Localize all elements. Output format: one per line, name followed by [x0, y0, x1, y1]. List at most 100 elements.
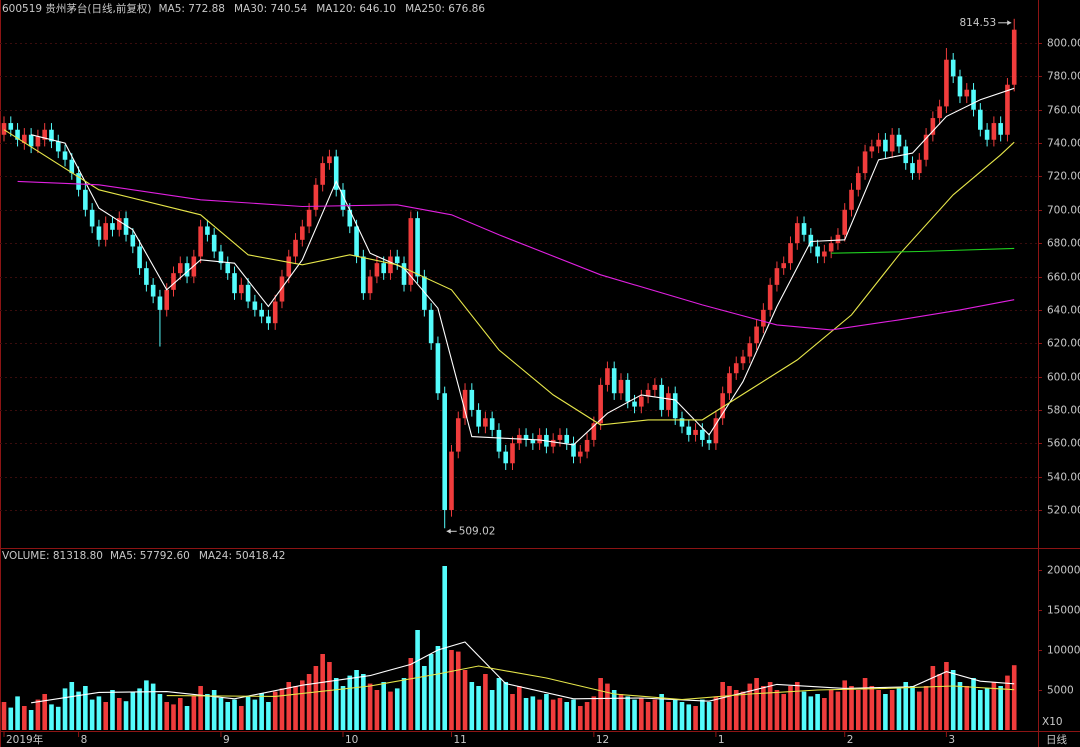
volume-bar [239, 706, 244, 730]
volume-bar [266, 702, 271, 730]
candle-body [923, 134, 929, 160]
x-tick-label: 2 [847, 734, 854, 746]
y-tick-label: 640.00 [1047, 305, 1080, 317]
ma-line [30, 87, 1015, 446]
legend-entry: MA120: 646.10 [316, 3, 396, 15]
candle-body [618, 379, 624, 394]
candle-body [917, 159, 922, 174]
candle-body [89, 209, 95, 227]
candle-body [69, 159, 75, 174]
x-tick-label: 1 [718, 734, 725, 746]
volume-bar [537, 699, 542, 730]
volume-bar [191, 695, 197, 730]
y-tick-label: 600.00 [1047, 372, 1080, 384]
candle-body [306, 209, 312, 227]
candle-body [320, 163, 325, 185]
candle-body [381, 263, 386, 274]
candle-body [557, 434, 563, 440]
candle-body [950, 59, 956, 77]
candle-body [964, 89, 970, 97]
candle-body [862, 151, 868, 174]
candle-body [469, 389, 475, 410]
volume-bar [978, 690, 983, 730]
volume-bar [544, 694, 549, 730]
candle-body [835, 234, 841, 244]
pane-title: VOLUME: 81318.80 [2, 550, 103, 562]
volume-bar [862, 678, 868, 730]
candle-body [1005, 84, 1010, 135]
candle-body [550, 439, 556, 447]
volume-bar [381, 682, 386, 730]
volume-bar [483, 674, 488, 730]
candle-body [489, 418, 495, 430]
volume-bar [625, 696, 631, 730]
volume-bar [198, 686, 203, 730]
low-arrowhead [446, 528, 451, 534]
candle-body [150, 284, 156, 297]
volume-bar [103, 702, 108, 730]
volume-bar [889, 690, 895, 730]
volume-bar [327, 662, 332, 730]
volume-bar [367, 683, 373, 730]
candle-body [842, 209, 848, 235]
volume-bar [632, 699, 637, 730]
volume-bar [394, 688, 400, 730]
volume-bar [950, 670, 956, 730]
candle-body [394, 256, 400, 264]
y-tick-label: 20000 [1047, 565, 1080, 577]
volume-bar [808, 696, 814, 730]
volume-bar [469, 682, 475, 730]
legend-entry: MA5: 57792.60 [110, 550, 190, 562]
candle-body [889, 134, 895, 152]
candle-body [978, 109, 983, 130]
candle-body [313, 184, 319, 210]
y-tick-label: 560.00 [1047, 438, 1080, 450]
candle-body [700, 429, 705, 440]
candle-body [774, 268, 780, 285]
x-tick-label: 10 [345, 734, 358, 746]
candle-body [537, 434, 542, 444]
candle-body [706, 439, 712, 444]
candle-body [184, 263, 190, 277]
ma-line [166, 665, 1015, 701]
candle-body [910, 163, 915, 174]
candle-body [639, 396, 644, 407]
candle-body [327, 156, 332, 164]
volume-bar [781, 694, 786, 730]
x-tick-label: 3 [948, 734, 955, 746]
volume-bar [150, 683, 156, 730]
candle-body [727, 373, 732, 394]
y-tick-label: 700.00 [1047, 205, 1080, 217]
candle-body [483, 418, 488, 427]
candle-body [35, 136, 41, 147]
volume-bar [211, 690, 217, 730]
volume-bar [944, 662, 949, 730]
y-tick-label: 720.00 [1047, 171, 1080, 183]
volume-bar [605, 683, 610, 730]
candle-body [883, 139, 888, 152]
candle-body [930, 118, 936, 135]
candle-body [462, 389, 468, 419]
volume-bar [35, 699, 41, 730]
candle-body [849, 189, 854, 210]
volume-bar [550, 699, 556, 730]
candle-body [340, 189, 346, 210]
volume-bar [761, 686, 766, 730]
volume-bar [815, 694, 820, 730]
ma-line [17, 180, 1015, 331]
volume-bar [1, 702, 7, 730]
candle-body [679, 418, 685, 427]
candle-body [828, 243, 834, 252]
volume-bar [374, 690, 380, 730]
volume-bar [693, 706, 698, 730]
candle-body [794, 223, 800, 244]
candle-body [957, 76, 963, 97]
high-arrowhead [1007, 20, 1012, 26]
volume-bar [835, 691, 841, 730]
volume-bar [991, 682, 997, 730]
x-tick-label: 8 [81, 734, 88, 746]
volume-bar [96, 696, 102, 730]
volume-bar [76, 691, 81, 730]
candle-body [415, 218, 420, 277]
candle-body [442, 393, 447, 510]
